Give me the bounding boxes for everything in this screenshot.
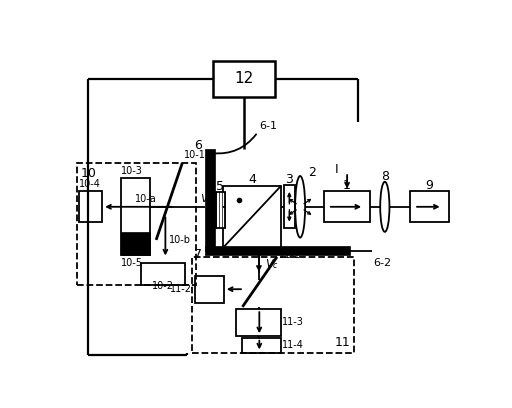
Text: 8: 8 (381, 169, 389, 182)
Text: 10: 10 (81, 167, 97, 180)
Bar (121, 178, 150, 255)
Text: 10-1: 10-1 (184, 150, 206, 160)
Bar (236, 309, 281, 336)
Text: 5: 5 (217, 180, 224, 193)
Bar (324, 191, 370, 222)
Text: 10-2: 10-2 (152, 281, 174, 291)
Text: 10-4: 10-4 (79, 179, 101, 189)
Text: 7: 7 (195, 248, 202, 261)
Text: $V_P$: $V_P$ (200, 192, 214, 206)
Text: 11-2: 11-2 (170, 284, 193, 294)
Text: 6: 6 (195, 139, 202, 152)
Text: 11: 11 (334, 336, 350, 349)
Bar (242, 338, 281, 353)
Bar (193, 257, 354, 353)
Text: 11-3: 11-3 (283, 317, 304, 327)
Bar (410, 191, 449, 222)
Text: 9: 9 (425, 179, 434, 192)
Bar (213, 60, 275, 98)
Text: 11-4: 11-4 (283, 340, 304, 350)
Bar (121, 232, 150, 255)
Bar (223, 186, 281, 248)
Text: 6-2: 6-2 (373, 258, 391, 268)
Text: 1: 1 (343, 179, 351, 192)
Bar (216, 192, 225, 228)
FancyArrowPatch shape (213, 134, 256, 153)
Text: 10-a: 10-a (135, 194, 157, 204)
Text: I: I (334, 163, 338, 176)
Text: 4: 4 (248, 173, 256, 186)
Text: $V_c$: $V_c$ (265, 258, 279, 271)
Text: 11-1: 11-1 (280, 251, 301, 260)
Bar (205, 246, 350, 255)
Bar (77, 163, 196, 285)
Text: 10-3: 10-3 (121, 166, 143, 176)
Bar (195, 276, 224, 303)
Text: 12: 12 (234, 71, 253, 86)
Text: 2: 2 (308, 166, 315, 179)
Text: 10-b: 10-b (169, 235, 191, 245)
Text: 10-5: 10-5 (121, 258, 143, 268)
Bar (284, 185, 295, 228)
Bar (141, 263, 185, 285)
Text: 3: 3 (285, 173, 293, 186)
Bar (205, 149, 215, 251)
Bar (79, 191, 102, 222)
Text: 6-1: 6-1 (259, 121, 278, 131)
